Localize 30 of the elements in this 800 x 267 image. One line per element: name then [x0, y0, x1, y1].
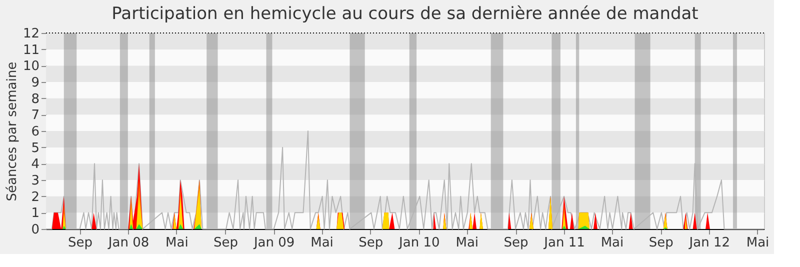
- x-tick-label: Mai: [310, 236, 334, 250]
- y-axis-title: Séances par semaine: [4, 62, 20, 202]
- chart-title: Participation en hemicycle au cours de sa dernière année de mandat: [112, 4, 699, 24]
- x-tick-label: Mai: [600, 236, 624, 250]
- x-tick-label: Jan 11: [543, 236, 585, 250]
- x-tick-label: Mai: [166, 236, 188, 250]
- x-tick-label: Sep: [358, 236, 384, 250]
- y-tick-label: 9: [31, 76, 40, 90]
- y-tick-label: 6: [31, 124, 40, 140]
- x-tick-label: Mai: [746, 236, 770, 250]
- x-tick-label: Jan 09: [252, 236, 295, 250]
- x-tick-label: Jan 08: [107, 236, 150, 250]
- y-tick-label: 3: [31, 174, 40, 188]
- x-tick-label: Mai: [456, 236, 479, 250]
- y-tick-label: 5: [31, 140, 40, 156]
- y-tick-label: 4: [31, 157, 40, 172]
- y-tick-label: 10: [22, 59, 40, 74]
- y-tick-label: 8: [31, 92, 40, 107]
- y-tick-label: 2: [31, 190, 40, 205]
- x-tick-label: Sep: [214, 236, 238, 250]
- y-tick-label: 11: [22, 42, 40, 58]
- y-tick-label: 0: [31, 222, 40, 238]
- x-tick-label: Sep: [504, 236, 528, 250]
- x-tick-label: Sep: [68, 236, 93, 250]
- x-tick-label: Sep: [648, 236, 674, 250]
- x-tick-label: Jan 10: [398, 236, 440, 250]
- y-tick-label: 12: [22, 26, 40, 42]
- y-tick-label: 7: [31, 108, 40, 124]
- x-tick-label: Jan 12: [688, 236, 730, 250]
- y-tick-label: 1: [31, 206, 40, 222]
